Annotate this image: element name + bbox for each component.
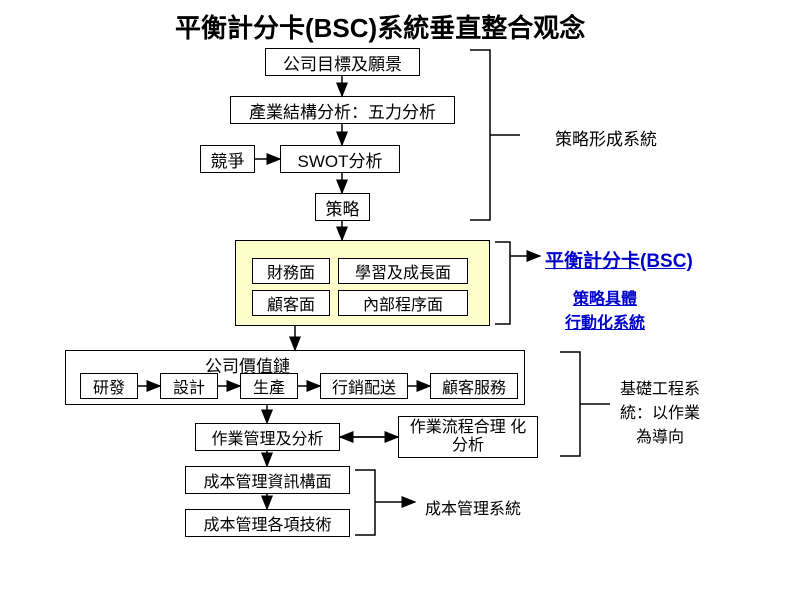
bsc-customer: 顧客面 [252, 290, 330, 316]
label-action-system[interactable]: 策略具體 行動化系統 [565, 285, 645, 333]
vc-rd: 研發 [80, 373, 138, 399]
bsc-financial: 財務面 [252, 258, 330, 284]
label-strategy-system: 策略形成系統 [555, 125, 657, 150]
label-bsc-link[interactable]: 平衡計分卡(BSC) [545, 246, 693, 273]
value-chain-label: 公司價值鏈 [205, 352, 290, 377]
node-swot: SWOT分析 [280, 145, 400, 173]
node-cost-info: 成本管理資訊構面 [185, 466, 350, 494]
node-ops-analysis: 作業管理及分析 [195, 423, 340, 451]
label-cost-system: 成本管理系統 [425, 495, 521, 519]
vc-service: 顧客服務 [430, 373, 518, 399]
label-foundation: 基礎工程系 統：以作業 為導向 [620, 375, 700, 447]
node-cost-tech: 成本管理各項技術 [185, 509, 350, 537]
node-competition: 競爭 [200, 145, 255, 173]
bsc-learning: 學習及成長面 [338, 258, 468, 284]
page-title: 平衡計分卡(BSC)系統垂直整合观念 [175, 8, 585, 45]
node-process-analysis: 作業流程合理 化分析 [398, 416, 538, 458]
node-strategy: 策略 [315, 193, 370, 221]
bsc-internal: 內部程序面 [338, 290, 468, 316]
vc-marketing: 行銷配送 [320, 373, 408, 399]
node-industry: 產業結構分析：五力分析 [230, 96, 455, 124]
node-goal: 公司目標及願景 [265, 48, 420, 76]
